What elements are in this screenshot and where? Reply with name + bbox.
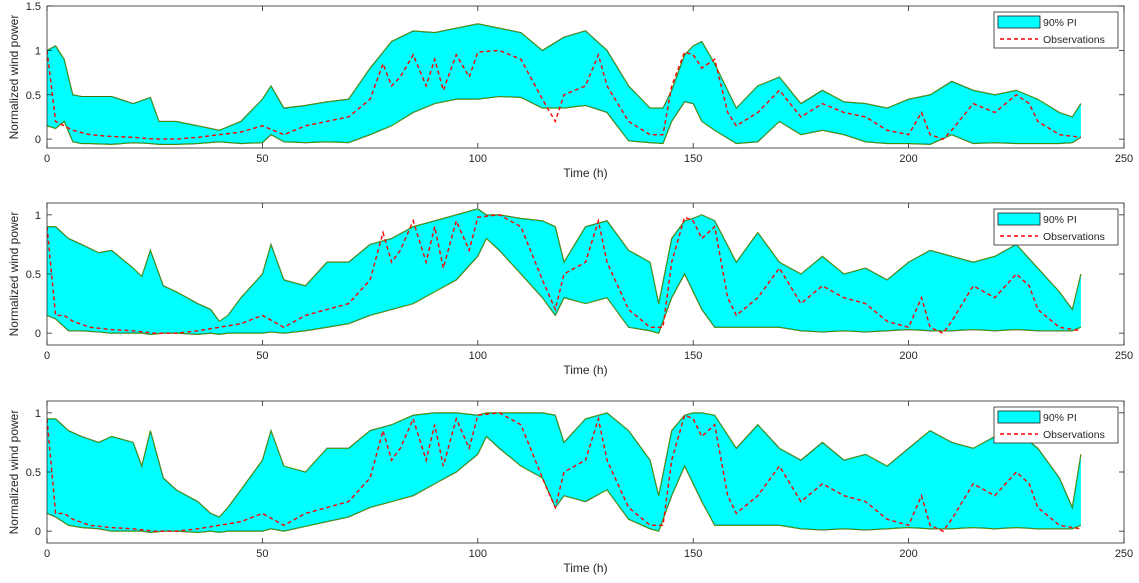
observations-line: [47, 49, 1081, 140]
x-tick-label: 250: [1115, 350, 1133, 362]
x-tick-label: 250: [1115, 548, 1133, 560]
pi-band-lower-edge-highlight: [47, 436, 1082, 533]
x-tick-label: 200: [899, 153, 917, 165]
panel-1: 0 50 100 150 200 250 0 0.5 1 1.5 Time (h) Normalize…: [7, 1, 1133, 180]
legend-label-pi: 90% PI: [1043, 17, 1077, 29]
legend-label-pi: 90% PI: [1043, 412, 1077, 424]
y-axis-label: Normalized wind power: [7, 212, 21, 337]
y-tick-label: 1: [35, 210, 41, 222]
x-tick-label: 100: [469, 350, 487, 362]
legend-label-pi: 90% PI: [1043, 214, 1077, 226]
pi-band-upper-edge-highlight: [47, 208, 1082, 322]
y-tick-label: 1: [35, 408, 41, 420]
legend-swatch-pi: [997, 15, 1041, 29]
x-tick-label: 100: [469, 548, 487, 560]
legend-swatch-pi: [997, 410, 1041, 424]
legend-label-observations: Observations: [1043, 429, 1105, 441]
observations-line: [47, 214, 1082, 335]
x-tick-label: 150: [684, 548, 702, 560]
y-tick-label: 0: [35, 526, 41, 538]
y-axis-label: Normalized wind power: [7, 410, 21, 535]
pi-band-lower-edge-highlight: [47, 96, 1082, 145]
panel-3: 0 50 100 150 200 250 0 0.5 1 Time (h) Normalized w…: [7, 400, 1133, 575]
x-axis-label: Time (h): [563, 561, 607, 575]
x-axis-label: Time (h): [563, 166, 607, 180]
legend-swatch-pi: [997, 212, 1041, 226]
legend-label-observations: Observations: [1043, 34, 1105, 46]
y-tick-label: 0.5: [26, 467, 41, 479]
legend-label-observations: Observations: [1043, 231, 1105, 243]
y-tick-label: 0: [35, 134, 41, 146]
pi-band-lower-edge-highlight: [47, 238, 1082, 335]
plot-area: [47, 23, 1082, 145]
plot-area: [47, 412, 1082, 533]
x-tick-label: 50: [256, 350, 268, 362]
x-tick-label: 0: [44, 548, 50, 560]
x-tick-label: 150: [684, 153, 702, 165]
pi-band: [47, 23, 1081, 145]
plot-area: [47, 208, 1082, 335]
panel-2: 0 50 100 150 200 250 0 0.5 1 Time (h) Normalized w…: [7, 202, 1133, 377]
x-tick-label: 150: [684, 350, 702, 362]
legend: 90% PI Observations: [993, 406, 1119, 444]
y-tick-label: 0: [35, 328, 41, 340]
observations-line: [47, 412, 1082, 533]
pi-band: [47, 208, 1081, 335]
pi-band-upper-edge-highlight: [47, 412, 1082, 518]
x-tick-label: 250: [1115, 153, 1133, 165]
x-tick-label: 50: [256, 153, 268, 165]
x-tick-label: 0: [44, 350, 50, 362]
axes-box: [46, 5, 1125, 149]
legend: 90% PI Observations: [993, 208, 1119, 246]
x-tick-label: 50: [256, 548, 268, 560]
pi-band-upper-edge-highlight: [47, 23, 1082, 131]
y-tick-label: 1.5: [26, 1, 41, 13]
x-axis-label: Time (h): [563, 363, 607, 377]
x-tick-label: 200: [899, 350, 917, 362]
y-tick-label: 1: [35, 45, 41, 57]
x-tick-label: 100: [469, 153, 487, 165]
y-axis-label: Normalized wind power: [7, 15, 21, 140]
y-tick-label: 0.5: [26, 269, 41, 281]
x-tick-label: 0: [44, 153, 50, 165]
x-tick-label: 200: [899, 548, 917, 560]
y-tick-label: 0.5: [26, 90, 41, 102]
legend: 90% PI Observations: [993, 11, 1119, 49]
